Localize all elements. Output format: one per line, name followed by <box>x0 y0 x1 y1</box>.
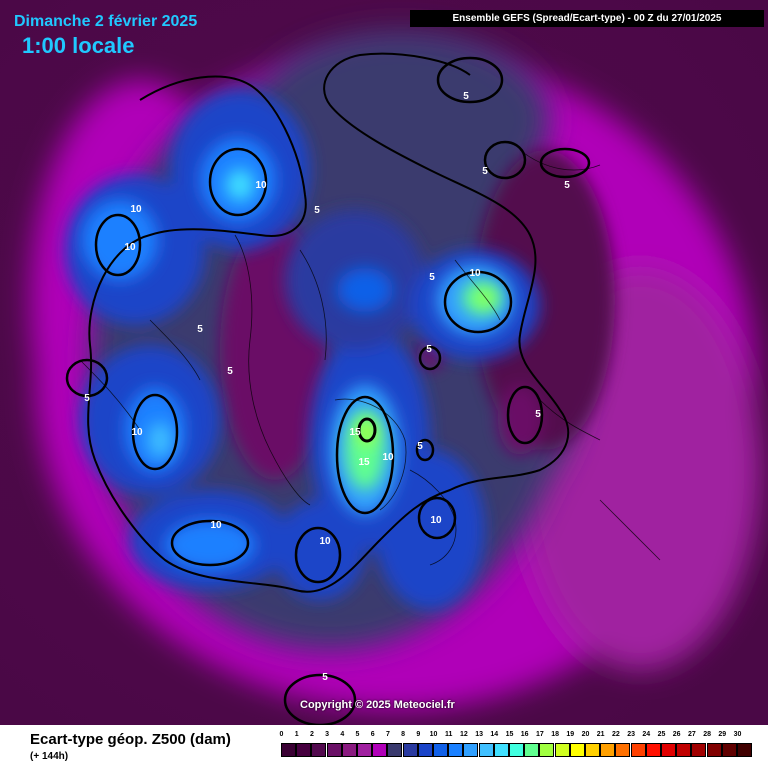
forecast-lead-time: (+ 144h) <box>30 751 69 762</box>
contour-label: 10 <box>255 180 267 191</box>
scale-tick-label: 4 <box>340 731 345 738</box>
contour-label: 10 <box>210 520 222 531</box>
scale-swatch <box>296 743 312 757</box>
contour-label: 10 <box>130 204 142 215</box>
contour-label: 5 <box>314 205 320 216</box>
scale-tick-label: 29 <box>718 731 727 738</box>
contour-label: 5 <box>197 324 203 335</box>
scale-swatch <box>326 743 342 757</box>
forecast-local-time: 1:00 locale <box>22 33 135 58</box>
scale-tick-label: 24 <box>642 731 651 738</box>
scale-swatch <box>645 743 661 757</box>
contour-label: 5 <box>417 441 423 452</box>
scale-swatch <box>357 743 372 757</box>
copyright-notice: Copyright © 2025 Meteociel.fr <box>300 699 455 711</box>
scale-swatch <box>524 743 540 757</box>
contour-label: 10 <box>131 427 143 438</box>
contour-label: 5 <box>429 272 435 283</box>
map-canvas: 5 5 5 5 5 5 5 5 5 5 5 5 10 10 10 10 10 1… <box>0 0 768 725</box>
scale-tick-label: 12 <box>459 731 468 738</box>
scale-tick-label: 30 <box>733 731 742 738</box>
scale-tick-label: 5 <box>355 731 360 738</box>
scale-swatch <box>387 743 403 757</box>
scale-tick-label: 2 <box>309 731 314 738</box>
scale-swatch <box>721 743 737 757</box>
scale-tick-label: 27 <box>687 731 696 738</box>
contour-label: 5 <box>426 344 432 355</box>
scale-tick-label: 14 <box>490 731 499 738</box>
scale-swatch <box>509 743 524 757</box>
contour-label: 5 <box>322 672 328 683</box>
scale-tick-label: 9 <box>416 731 421 738</box>
scale-swatch <box>691 743 707 757</box>
scale-tick-label: 13 <box>475 731 483 738</box>
scale-tick-label: 1 <box>294 731 299 738</box>
scale-tick-label: 25 <box>657 731 666 738</box>
contour-label: 15 <box>358 457 370 468</box>
scale-tick-label: 28 <box>703 731 711 738</box>
model-run-banner: Ensemble GEFS (Spread/Ecart-type) - 00 Z… <box>410 10 764 27</box>
contour-label: 5 <box>227 366 233 377</box>
ensemble-spread-map: 5 5 5 5 5 5 5 5 5 5 5 5 10 10 10 10 10 1… <box>0 0 768 725</box>
scale-swatch <box>281 743 296 757</box>
scale-swatch <box>569 743 585 757</box>
scale-swatch <box>661 743 676 757</box>
contour-label: 5 <box>535 409 541 420</box>
scale-tick-label: 11 <box>444 731 453 738</box>
scale-tick-label: 22 <box>611 731 620 738</box>
contour-label: 5 <box>463 91 469 102</box>
contour-label: 5 <box>84 393 90 404</box>
scale-swatch <box>448 743 464 757</box>
scale-swatch <box>311 743 327 757</box>
forecast-date: Dimanche 2 février 2025 <box>14 13 198 30</box>
scale-swatch <box>372 743 388 757</box>
scale-swatch <box>554 743 570 757</box>
scale-swatch <box>478 743 494 757</box>
scale-swatch <box>341 743 357 757</box>
contour-label: 5 <box>564 180 570 191</box>
scale-tick-label: 0 <box>279 731 284 738</box>
scale-tick-label: 17 <box>535 731 544 738</box>
legend-title: Ecart-type géop. Z500 (dam) <box>30 731 231 748</box>
scale-tick-label: 7 <box>385 731 390 738</box>
scale-tick-label: 20 <box>581 731 590 738</box>
color-scale: 0 1 2 3 4 5 6 7 8 9 10 11 12 13 14 15 16 17 18 19 20 21 22 23 24… <box>280 731 753 761</box>
contour-label: 10 <box>430 515 442 526</box>
contour-label: 10 <box>319 536 331 547</box>
scale-tick-label: 21 <box>596 731 605 738</box>
scale-swatch <box>463 743 479 757</box>
scale-swatch <box>706 743 722 757</box>
scale-tick-label: 3 <box>325 731 330 738</box>
contour-label: 10 <box>382 452 394 463</box>
scale-swatch <box>493 743 509 757</box>
scale-swatch <box>737 743 752 757</box>
scale-swatch <box>402 743 418 757</box>
scale-swatch <box>539 743 555 757</box>
contour-labels: 5 5 5 5 5 5 5 5 5 5 5 5 10 10 10 10 10 1… <box>84 91 570 683</box>
scale-swatch <box>676 743 692 757</box>
scale-swatch <box>615 743 631 757</box>
scale-tick-label: 8 <box>401 731 406 738</box>
scale-tick-label: 16 <box>520 731 529 738</box>
scale-swatch <box>600 743 616 757</box>
scale-swatch <box>585 743 600 757</box>
scale-swatch <box>630 743 646 757</box>
scale-swatch <box>433 743 448 757</box>
scale-tick-label: 10 <box>429 731 438 738</box>
contour-label: 10 <box>124 242 136 253</box>
scale-tick-label: 18 <box>551 731 559 738</box>
scale-swatch <box>417 743 433 757</box>
scale-tick-label: 23 <box>627 731 635 738</box>
scale-tick-label: 6 <box>370 731 375 738</box>
scale-tick-label: 15 <box>505 731 514 738</box>
contour-label: 5 <box>482 166 488 177</box>
contour-lines <box>65 52 591 725</box>
scale-tick-label: 19 <box>566 731 575 738</box>
scale-tick-label: 26 <box>672 731 681 738</box>
contour-label: 10 <box>469 268 481 279</box>
contour-label: 15 <box>349 427 361 438</box>
